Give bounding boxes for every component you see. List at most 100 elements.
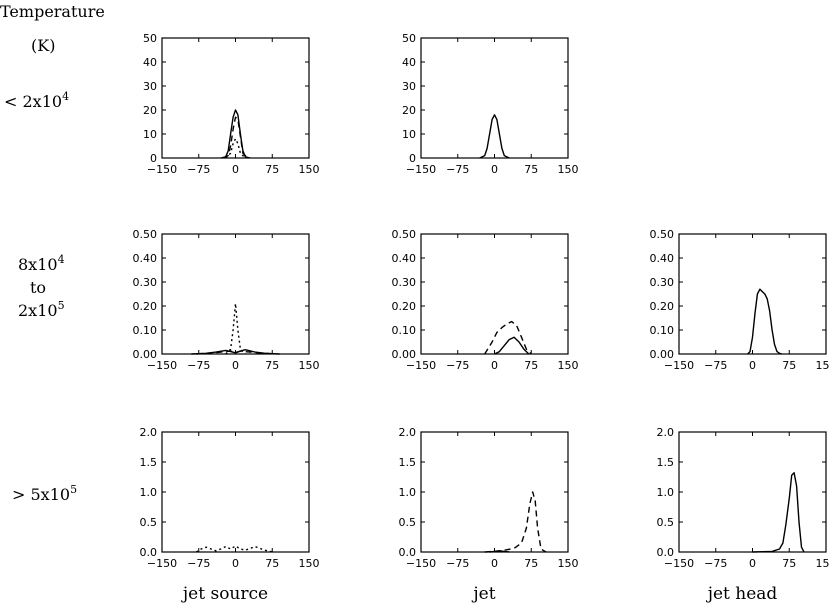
panel-r2-c2: 0.0 0.5 1.0 1.5 2.0 −150 −75 0 75 150 — [657, 426, 830, 570]
x-tick-label: 75 — [524, 359, 538, 372]
series-line-dotted — [195, 545, 275, 553]
series-line-dashed — [196, 350, 275, 355]
x-tick-label: 0 — [232, 557, 239, 570]
x-tick-label: 0 — [491, 359, 498, 372]
y-tick-label: 0.00 — [133, 348, 158, 361]
x-tick-label: −150 — [406, 557, 436, 570]
y-tick-label: 1.5 — [399, 456, 417, 469]
x-tick-label: 0 — [232, 163, 239, 176]
x-tick-label: −150 — [664, 557, 694, 570]
y-tick-label: 0.40 — [392, 252, 417, 265]
y-tick-label: 0.50 — [650, 228, 675, 241]
row-label-2: > 5x105 — [12, 483, 77, 504]
y-tick-label: 20 — [143, 104, 157, 117]
x-tick-label: 75 — [265, 557, 279, 570]
row-header: Temperature (K) — [0, 2, 105, 55]
y-tick-label: 0.0 — [399, 546, 417, 559]
x-tick-label: −150 — [664, 359, 694, 372]
y-tick-label: 0.30 — [392, 276, 417, 289]
x-tick-label: 150 — [816, 359, 830, 372]
y-tick-label: 50 — [143, 32, 157, 45]
y-tick-label: 0.0 — [657, 546, 675, 559]
column-labels: jet source jet jet head — [181, 584, 778, 604]
x-tick-label: −150 — [147, 557, 177, 570]
x-tick-label: −75 — [446, 359, 469, 372]
x-tick-label: 150 — [558, 359, 579, 372]
x-tick-label: −150 — [406, 359, 436, 372]
panel-r2-c0: 0.0 0.5 1.0 1.5 2.0 −150 −75 0 75 150 — [140, 426, 320, 570]
y-tick-label: 0 — [150, 152, 157, 165]
series-line-solid — [489, 550, 510, 553]
column-label-0: jet source — [181, 584, 268, 604]
y-tick-label: 0.00 — [650, 348, 675, 361]
y-tick-label: 0.20 — [650, 300, 675, 313]
row-label-1: 8x104 to 2x105 — [18, 253, 65, 320]
y-tick-label: 30 — [402, 80, 416, 93]
y-tick-label: 40 — [402, 56, 416, 69]
series-line-dashed — [484, 320, 532, 355]
y-tick-label: 0.20 — [133, 300, 158, 313]
x-tick-label: −75 — [704, 557, 727, 570]
x-tick-label: −75 — [446, 557, 469, 570]
column-label-1: jet — [471, 584, 495, 604]
y-tick-label: 1.0 — [657, 486, 675, 499]
panel-r0-c1: 0 10 20 30 40 50 −150 −75 0 75 150 — [402, 32, 579, 176]
row-label-0: < 2x104 — [4, 90, 69, 111]
y-tick-label: 1.0 — [140, 486, 158, 499]
x-tick-label: −75 — [187, 359, 210, 372]
x-tick-label: −75 — [446, 163, 469, 176]
y-tick-label: 0.10 — [133, 324, 158, 337]
series-line-solid — [747, 288, 783, 355]
y-tick-label: 10 — [402, 128, 416, 141]
x-tick-label: 150 — [558, 163, 579, 176]
y-tick-label: 2.0 — [399, 426, 417, 439]
x-tick-label: 150 — [816, 557, 830, 570]
y-tick-label: 0.5 — [140, 516, 158, 529]
x-tick-label: −75 — [704, 359, 727, 372]
y-tick-label: 0 — [409, 152, 416, 165]
x-tick-label: 75 — [524, 163, 538, 176]
y-tick-label: 40 — [143, 56, 157, 69]
y-tick-label: 2.0 — [140, 426, 158, 439]
y-tick-label: 1.5 — [657, 456, 675, 469]
y-tick-label: 50 — [402, 32, 416, 45]
y-tick-label: 0.10 — [392, 324, 417, 337]
y-tick-label: 10 — [143, 128, 157, 141]
x-tick-label: 0 — [491, 163, 498, 176]
y-tick-label: 0.30 — [133, 276, 158, 289]
panel-r0-c0: 0 10 20 30 40 50 −150 −75 0 75 150 — [143, 32, 320, 176]
x-tick-label: 75 — [782, 359, 796, 372]
row-header-unit: (K) — [31, 36, 55, 55]
row-labels: < 2x104 8x104 to 2x105 > 5x105 — [4, 90, 77, 504]
x-tick-label: 150 — [558, 557, 579, 570]
y-tick-label: 0.40 — [133, 252, 158, 265]
x-tick-label: 150 — [299, 359, 320, 372]
x-tick-label: −75 — [187, 163, 210, 176]
x-tick-label: 0 — [749, 557, 756, 570]
y-tick-label: 0.50 — [392, 228, 417, 241]
panel-r1-c0: 0.00 0.10 0.20 0.30 0.40 0.50 −150 −75 0 75 150 — [133, 228, 320, 372]
y-tick-label: 0.30 — [650, 276, 675, 289]
x-tick-label: 150 — [299, 163, 320, 176]
x-tick-label: 0 — [749, 359, 756, 372]
plot-frame — [678, 431, 827, 553]
column-label-2: jet head — [706, 584, 778, 604]
x-tick-label: −75 — [187, 557, 210, 570]
panel-r2-c1: 0.0 0.5 1.0 1.5 2.0 −150 −75 0 75 150 — [399, 426, 579, 570]
x-tick-label: −150 — [147, 163, 177, 176]
row-header-title: Temperature — [0, 2, 105, 21]
y-tick-label: 2.0 — [657, 426, 675, 439]
series-line-solid — [752, 472, 805, 553]
panel-r1-c2: 0.00 0.10 0.20 0.30 0.40 0.50 −150 −75 0 75 150 — [650, 228, 830, 372]
x-tick-label: −150 — [406, 163, 436, 176]
y-tick-label: 20 — [402, 104, 416, 117]
series-line-solid — [479, 114, 510, 159]
x-tick-label: 75 — [265, 163, 279, 176]
x-tick-label: 0 — [232, 359, 239, 372]
panel-r1-c1: 0.00 0.10 0.20 0.30 0.40 0.50 −150 −75 0 75 150 — [392, 228, 579, 372]
series-line-dashed — [484, 491, 547, 553]
plot-frame — [161, 233, 310, 355]
series-line-solid — [494, 336, 530, 355]
